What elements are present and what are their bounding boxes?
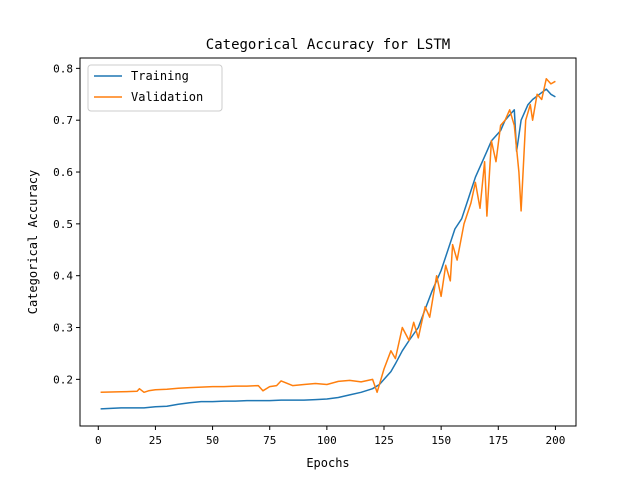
x-axis-label: Epochs <box>306 456 349 470</box>
legend: Training Validation <box>87 64 223 112</box>
series-layer <box>100 77 556 410</box>
x-tick-label: 175 <box>488 434 508 447</box>
x-tick-label: 25 <box>149 434 162 447</box>
y-axis-label: Categorical Accuracy <box>26 170 40 315</box>
x-tick-label: 125 <box>374 434 394 447</box>
y-tick-label: 0.6 <box>53 166 73 179</box>
x-tick-label: 75 <box>263 434 276 447</box>
x-tick-label: 50 <box>206 434 219 447</box>
plot-frame <box>79 57 577 427</box>
y-tick-label: 0.3 <box>53 322 73 335</box>
y-tick-label: 0.5 <box>53 218 73 231</box>
series-line-training <box>100 88 556 410</box>
y-tick-label: 0.2 <box>53 373 73 386</box>
y-tick-label: 0.8 <box>53 62 73 75</box>
legend-label-training: Training <box>131 69 189 83</box>
chart-title: Categorical Accuracy for LSTM <box>206 37 450 53</box>
series-line-validation <box>100 77 556 394</box>
x-tick-label: 0 <box>95 434 102 447</box>
ticks-layer: 0 25 50 75 100 125 150 175 200 0.2 0.3 0.4 0.5 0.6 0.7… <box>53 62 565 447</box>
x-tick-label: 200 <box>545 434 565 447</box>
y-tick-label: 0.4 <box>53 270 73 283</box>
y-tick-label: 0.7 <box>53 114 73 127</box>
x-tick-label: 150 <box>431 434 451 447</box>
x-tick-label: 100 <box>317 434 337 447</box>
legend-label-validation: Validation <box>131 90 203 104</box>
